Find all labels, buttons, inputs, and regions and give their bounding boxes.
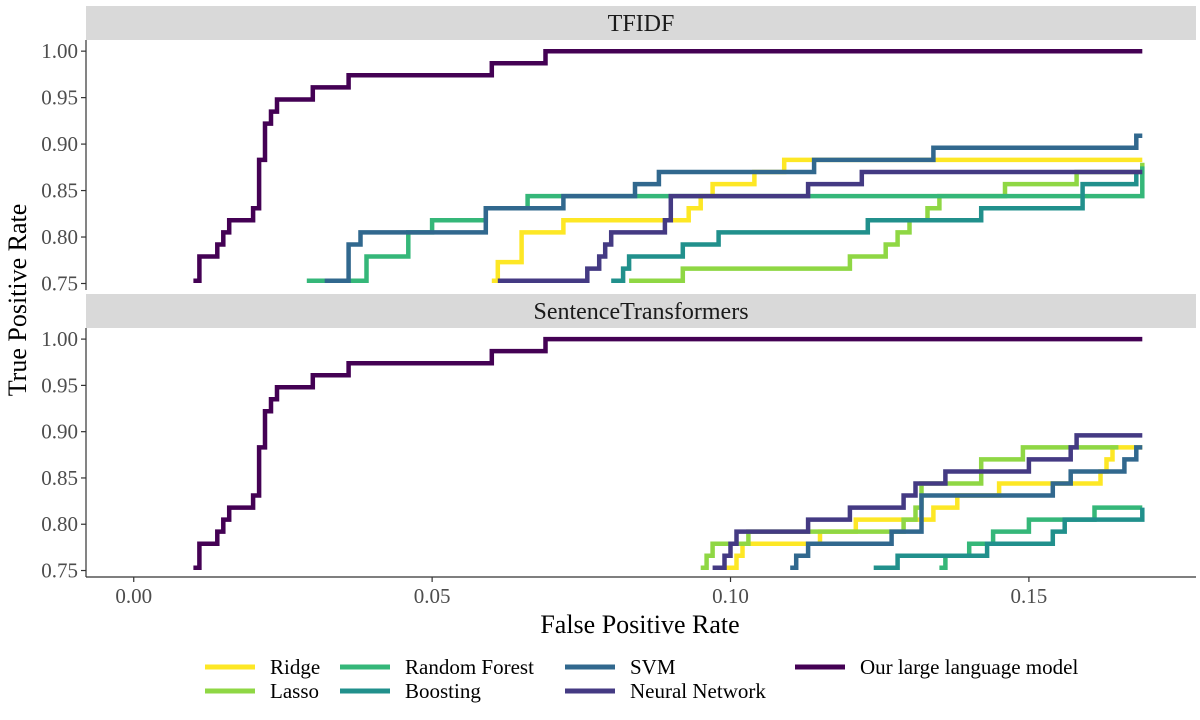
x-axis: 0.00 0.05 0.10 0.15 (86, 576, 1196, 608)
x-axis-title: False Positive Rate (540, 610, 739, 639)
series-line-random-forest (306, 166, 1145, 283)
legend-label: Boosting (405, 679, 481, 703)
series-line-our-large-language-model (193, 336, 1143, 570)
legend-item-boosting: Boosting (340, 679, 481, 703)
panel-sentencetransformers-plot-area (193, 336, 1145, 570)
y-tick-label: 1.00 (41, 327, 78, 351)
y-axis-title: True Positive Rate (3, 204, 32, 397)
legend-item-random-forest: Random Forest (340, 655, 534, 679)
y-tick-label: 0.85 (41, 466, 78, 490)
legend-item-our-large-language-model: Our large language model (795, 655, 1078, 679)
series-line-svm (790, 445, 1143, 570)
panel-sentencetransformers-y-axis: 0.75 0.80 0.85 0.90 0.95 1.00 (41, 327, 87, 583)
x-tick-label: 0.15 (1011, 584, 1048, 608)
legend-item-ridge: Ridge (205, 655, 320, 679)
y-tick-label: 1.00 (41, 39, 78, 63)
panel-strip-sentencetransformers (86, 294, 1196, 328)
series-line-neural-network (497, 169, 1143, 283)
x-tick-label: 0.05 (414, 584, 451, 608)
legend-item-lasso: Lasso (205, 679, 319, 703)
y-tick-label: 0.85 (41, 179, 78, 203)
y-tick-label: 0.90 (41, 132, 78, 156)
panel-strip-tfidf (86, 6, 1196, 40)
y-tick-label: 0.80 (41, 512, 78, 536)
y-tick-label: 0.75 (41, 271, 78, 295)
panel-tfidf-plot-area (193, 48, 1145, 283)
series-line-boosting (611, 172, 1139, 283)
panel-title-tfidf: TFIDF (608, 11, 675, 37)
y-tick-label: 0.95 (41, 373, 78, 397)
panel-tfidf-y-axis: 0.75 0.80 0.85 0.90 0.95 1.00 (41, 39, 87, 295)
y-tick-label: 0.95 (41, 86, 78, 110)
legend-label: Lasso (270, 679, 319, 703)
series-line-boosting (873, 507, 1145, 570)
legend-label: SVM (630, 655, 676, 679)
series-line-lasso (700, 445, 1119, 570)
series-line-our-large-language-model (193, 48, 1143, 283)
legend-label: Neural Network (630, 679, 766, 703)
legend-item-svm: SVM (565, 655, 676, 679)
y-tick-label: 0.75 (41, 559, 78, 583)
y-tick-label: 0.80 (41, 225, 78, 249)
series-line-ridge (724, 445, 1143, 570)
y-tick-label: 0.90 (41, 420, 78, 444)
legend-item-neural-network: Neural Network (565, 679, 766, 703)
panel-title-sentencetransformers: SentenceTransformers (533, 299, 748, 325)
series-line-svm (324, 133, 1143, 283)
x-tick-label: 0.10 (712, 584, 749, 608)
legend-label: Our large language model (860, 655, 1078, 679)
legend-label: Random Forest (405, 655, 534, 679)
legend-label: Ridge (270, 655, 320, 679)
x-tick-label: 0.00 (115, 584, 152, 608)
series-line-neural-network (712, 433, 1143, 570)
